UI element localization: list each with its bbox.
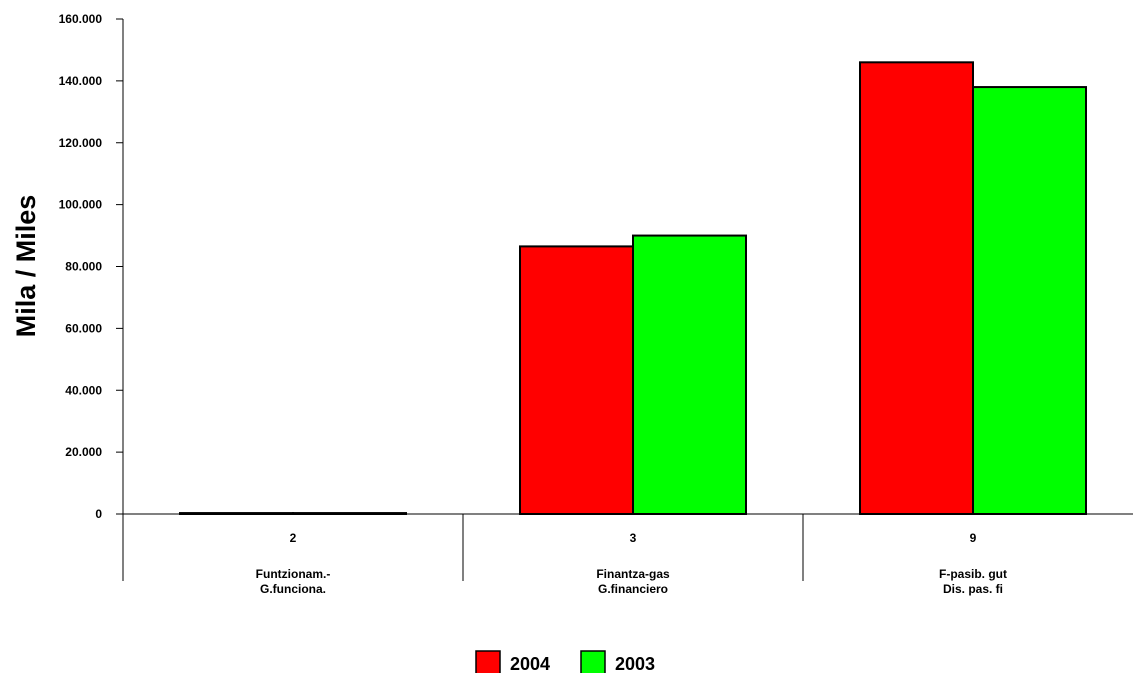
y-tick-label: 20.000	[65, 445, 102, 459]
y-tick-label: 100.000	[59, 198, 103, 212]
y-tick-label: 160.000	[59, 12, 103, 26]
y-tick-label: 0	[95, 507, 102, 521]
category-label-line1: Finantza-gas	[596, 567, 670, 581]
category-label-line2: G.financiero	[598, 582, 668, 596]
bar-2003-9	[972, 86, 1087, 515]
y-tick-label: 120.000	[59, 136, 103, 150]
bar-2003-3	[632, 234, 747, 515]
y-tick-label: 40.000	[65, 383, 102, 397]
category-label-line1: Funtzionam.-	[256, 567, 331, 581]
category-code: 9	[970, 531, 977, 545]
category-code: 3	[630, 531, 637, 545]
y-tick-label: 80.000	[65, 260, 102, 274]
bar-2004-9	[859, 61, 974, 515]
bar-2003-2	[292, 512, 407, 516]
category-label-line2: Dis. pas. fi	[943, 582, 1003, 596]
category-label-line1: F-pasib. gut	[939, 567, 1007, 581]
legend-label-2003: 2003	[615, 654, 655, 673]
y-tick-label: 140.000	[59, 74, 103, 88]
bars-group	[179, 61, 1087, 516]
bar-2004-3	[519, 245, 634, 515]
category-labels: 2 Funtzionam.-G.funciona. 3 Finantza-gasG.f…	[256, 514, 1007, 596]
y-axis-ticks: 0 20.000 40.000 60.000 80.000 100.000 120.000 1…	[59, 12, 123, 521]
category-code: 2	[290, 531, 297, 545]
legend: 2004 2003	[475, 650, 655, 673]
legend-swatch-2003	[580, 650, 606, 673]
y-tick-label: 60.000	[65, 321, 102, 335]
category-label-line2: G.funciona.	[260, 582, 326, 596]
legend-swatch-2004	[475, 650, 501, 673]
bar-2004-2	[179, 512, 294, 516]
legend-label-2004: 2004	[510, 654, 550, 673]
y-axis-label: Mila / Miles	[11, 195, 41, 338]
